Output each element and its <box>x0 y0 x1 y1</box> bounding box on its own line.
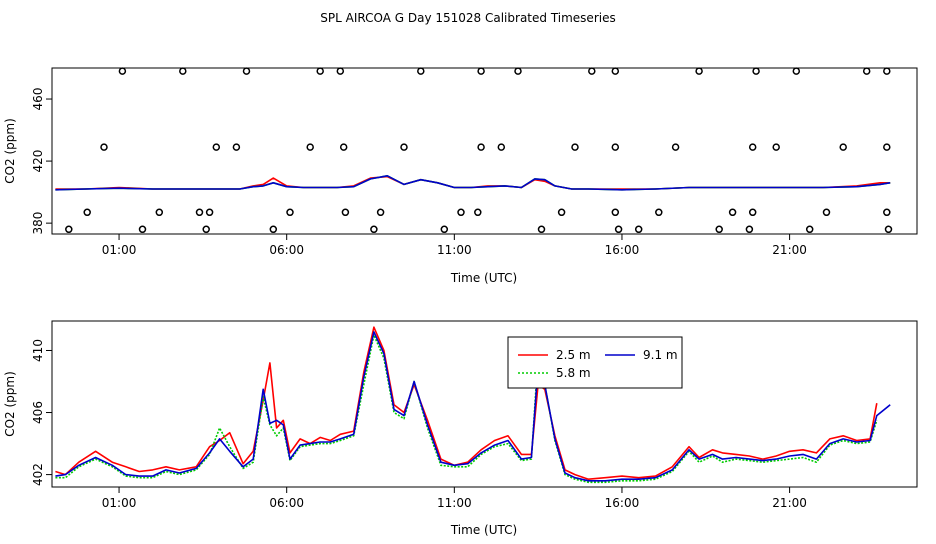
top-y-tick-label: 420 <box>31 150 45 173</box>
flag-point <box>839 143 847 151</box>
flag-point <box>65 225 73 234</box>
bottom-y-tick-label: 410 <box>31 339 45 362</box>
flag-point <box>457 208 465 217</box>
flag-point <box>336 67 345 75</box>
bottom-panel: 01:00 06:00 11:00 16:00 21:00 402 406 410 Time… <box>3 320 918 537</box>
bottom-series-9-1-m <box>55 331 891 482</box>
flag-point <box>883 67 891 75</box>
flag-point <box>752 67 760 75</box>
top-x-tick-label: 01:00 <box>102 243 137 257</box>
flag-point <box>269 225 278 234</box>
bottom-x-axis-label: Time (UTC) <box>450 523 517 537</box>
flag-point <box>883 143 891 151</box>
flag-point <box>614 225 623 234</box>
flag-point <box>745 225 754 234</box>
flag-point <box>155 208 164 217</box>
flag-point <box>474 208 482 217</box>
bottom-series-2-5-m <box>55 326 878 481</box>
flag-point <box>497 143 506 151</box>
flag-point <box>339 143 348 151</box>
flag-point <box>822 208 831 217</box>
bottom-x-tick-label: 11:00 <box>437 496 472 510</box>
legend-box <box>507 336 683 389</box>
bottom-series-5-8-m <box>55 334 878 484</box>
legend-label-5-8m: 5.8 m <box>556 366 591 380</box>
top-series-9-1-m <box>55 175 891 191</box>
flag-point <box>195 208 204 217</box>
legend-label-9-1m: 9.1 m <box>643 348 678 362</box>
bottom-plot-frame <box>51 320 918 488</box>
top-x-tick-label: 16:00 <box>605 243 640 257</box>
flag-point <box>715 225 723 234</box>
top-plot-frame <box>51 67 918 235</box>
flag-point <box>695 67 703 75</box>
bottom-x-tick-label: 21:00 <box>772 496 807 510</box>
flag-point <box>205 208 214 217</box>
chart-title: SPL AIRCOA G Day 151028 Calibrated Times… <box>320 11 615 25</box>
flag-point <box>611 67 620 75</box>
bottom-y-tick-label: 402 <box>31 463 45 486</box>
flag-point <box>83 208 91 217</box>
flag-point <box>212 143 221 151</box>
flag-point <box>138 225 147 234</box>
flag-point <box>232 143 241 151</box>
top-x-tick-label: 06:00 <box>269 243 304 257</box>
bottom-x-tick-label: 16:00 <box>605 496 640 510</box>
flag-point <box>884 225 893 234</box>
flag-point <box>477 143 485 151</box>
flag-point <box>316 67 324 75</box>
flag-point <box>100 143 108 151</box>
flag-point <box>634 225 643 234</box>
bottom-x-tick-label: 06:00 <box>269 496 304 510</box>
flag-point <box>370 225 378 234</box>
flag-point <box>179 67 187 75</box>
legend-label-2-5m: 2.5 m <box>556 348 591 362</box>
bottom-y-tick-label: 406 <box>31 401 45 424</box>
flag-point <box>477 67 485 75</box>
flag-point <box>306 143 314 151</box>
flag-point <box>792 67 801 75</box>
top-x-tick-label: 11:00 <box>437 243 472 257</box>
flag-point <box>417 67 425 75</box>
flag-point <box>772 143 780 151</box>
flag-point <box>202 225 210 234</box>
flag-point <box>805 225 814 234</box>
top-x-tick-label: 21:00 <box>772 243 807 257</box>
flag-point <box>883 208 891 217</box>
flag-point <box>537 225 546 234</box>
flag-point <box>341 208 350 217</box>
flag-point <box>118 67 127 75</box>
flag-point <box>514 67 522 75</box>
flag-point <box>588 67 596 75</box>
flag-point <box>557 208 566 217</box>
flag-point <box>748 143 757 151</box>
flag-point <box>376 208 385 217</box>
flag-point <box>400 143 408 151</box>
top-y-tick-label: 380 <box>31 212 45 235</box>
flag-point <box>571 143 579 151</box>
flag-point <box>862 67 871 75</box>
flag-point <box>611 208 620 217</box>
bottom-y-axis-label: CO2 (ppm) <box>3 371 17 437</box>
flag-point <box>611 143 620 151</box>
flag-point <box>286 208 294 217</box>
flag-point <box>242 67 251 75</box>
top-x-axis-label: Time (UTC) <box>450 271 517 285</box>
top-y-axis-label: CO2 (ppm) <box>3 118 17 184</box>
flag-point <box>655 208 663 217</box>
top-y-tick-label: 460 <box>31 88 45 111</box>
top-panel: 01:00 06:00 11:00 16:00 21:00 380 420 460 Time… <box>3 67 918 285</box>
flag-point <box>440 225 449 234</box>
flag-point <box>671 143 680 151</box>
legend: 2.5 m 9.1 m 5.8 m <box>507 336 683 389</box>
bottom-x-tick-label: 01:00 <box>102 496 137 510</box>
flag-point <box>728 208 737 217</box>
flag-point <box>748 208 757 217</box>
